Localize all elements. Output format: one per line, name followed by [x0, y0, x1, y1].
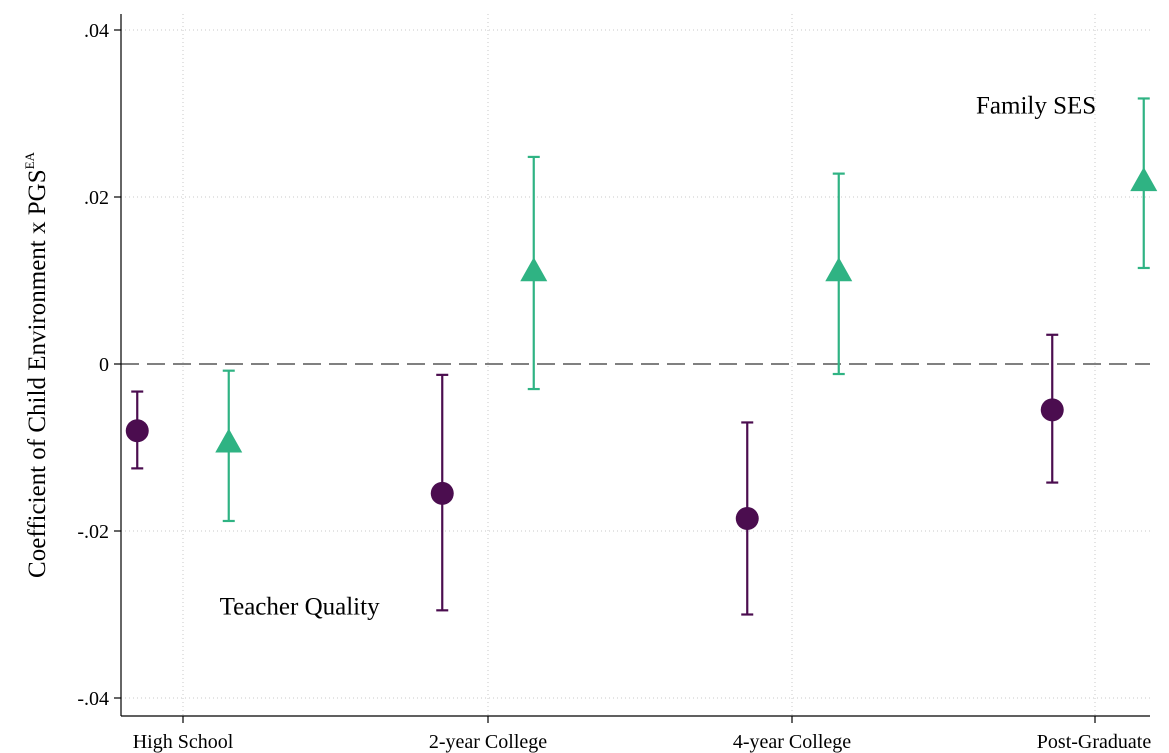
- family-ses-point: [520, 155, 548, 391]
- x-tick-label: Post-Graduate: [1037, 731, 1152, 753]
- family-ses-point: [825, 172, 853, 376]
- labels: .04 .02 0 -.02 -.04 High School 2-year College…: [22, 20, 1151, 753]
- family-ses-point: [215, 369, 243, 523]
- gridlines: [121, 14, 1150, 716]
- annotation-family-ses: Family SES: [976, 93, 1096, 120]
- teacher-quality-marker: [125, 419, 149, 443]
- y-tick-label: 0: [99, 354, 109, 376]
- y-axis-title: Coefficient of Child Environment x PGSEA: [22, 151, 51, 577]
- teacher-quality-marker: [735, 506, 759, 530]
- family-ses-marker: [520, 257, 548, 282]
- y-tick-label: .02: [84, 187, 109, 209]
- x-tick-label: 2-year College: [429, 731, 547, 753]
- y-axis-title-main: Coefficient of Child Environment x PGS: [24, 169, 51, 578]
- y-tick-label: .04: [84, 20, 109, 42]
- family-ses-marker: [825, 257, 853, 282]
- y-tick-label: -.04: [77, 688, 109, 710]
- teacher-quality-point: [1040, 333, 1064, 484]
- teacher-quality-point: [125, 390, 149, 470]
- axes: [114, 14, 1150, 723]
- series-marks: [125, 97, 1158, 616]
- teacher-quality-marker: [430, 481, 454, 505]
- x-tick-label: High School: [133, 731, 234, 753]
- family-ses-marker: [215, 428, 243, 453]
- teacher-quality-point: [735, 421, 759, 616]
- x-tick-label: 4-year College: [733, 731, 851, 753]
- family-ses-point: [1130, 97, 1158, 270]
- y-tick-label: -.02: [77, 521, 109, 543]
- annotation-teacher-quality: Teacher Quality: [220, 594, 380, 621]
- teacher-quality-point: [430, 373, 454, 612]
- teacher-quality-marker: [1040, 398, 1064, 422]
- family-ses-marker: [1130, 167, 1158, 192]
- y-axis-title-superscript: EA: [22, 151, 37, 169]
